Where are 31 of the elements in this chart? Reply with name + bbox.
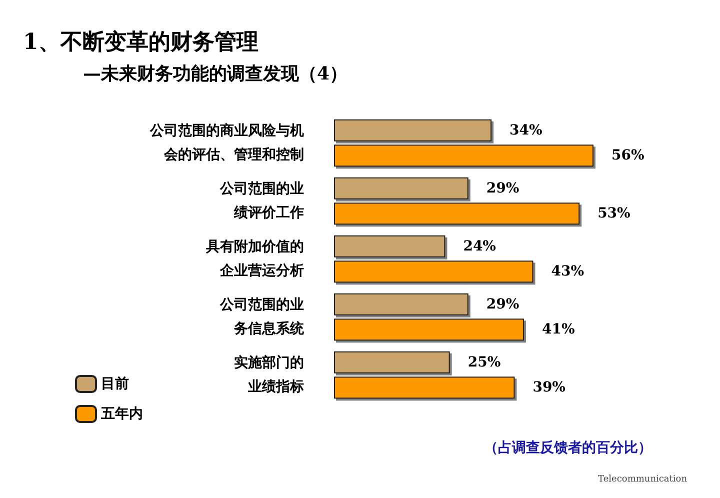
data-label: 29% [486, 180, 520, 196]
data-label: 56% [611, 148, 644, 164]
bar [334, 376, 515, 399]
text: （占调查反馈者的百分比） [484, 439, 652, 456]
legend-label: 目前 [101, 376, 129, 392]
bar [334, 119, 492, 142]
data-label: 25% [468, 354, 501, 370]
bar [334, 260, 534, 283]
y-tick-label: 具有附加价值的企业营运分析 [205, 239, 304, 279]
legend-label: 五年内 [100, 406, 143, 422]
chart-subtitle: —未来财务功能的调查发现（4） [83, 64, 348, 84]
data-label: 41% [542, 322, 575, 338]
bar [334, 202, 580, 225]
bar [334, 235, 446, 258]
bar [334, 318, 524, 341]
y-tick-label: 公司范围的商业风险与机会的评估、管理和控制 [149, 122, 304, 163]
bar [334, 351, 450, 374]
data-label: 29% [486, 296, 520, 312]
bar [334, 293, 468, 316]
data-label: 39% [532, 380, 566, 396]
data-label: 34% [510, 122, 542, 138]
text: Telecommunication [598, 474, 688, 484]
bar [334, 144, 594, 167]
text: 1、不断变革的财务管理 [23, 29, 258, 55]
data-label: 53% [598, 206, 630, 222]
data-label: 24% [463, 238, 496, 254]
data-label: 43% [551, 264, 584, 280]
y-tick-label: 公司范围的业绩评价工作 [219, 181, 304, 221]
y-tick-label: 公司范围的业务信息系统 [219, 297, 305, 337]
bar [334, 177, 468, 200]
y-tick-label: 实施部门的业绩指标 [234, 354, 304, 395]
